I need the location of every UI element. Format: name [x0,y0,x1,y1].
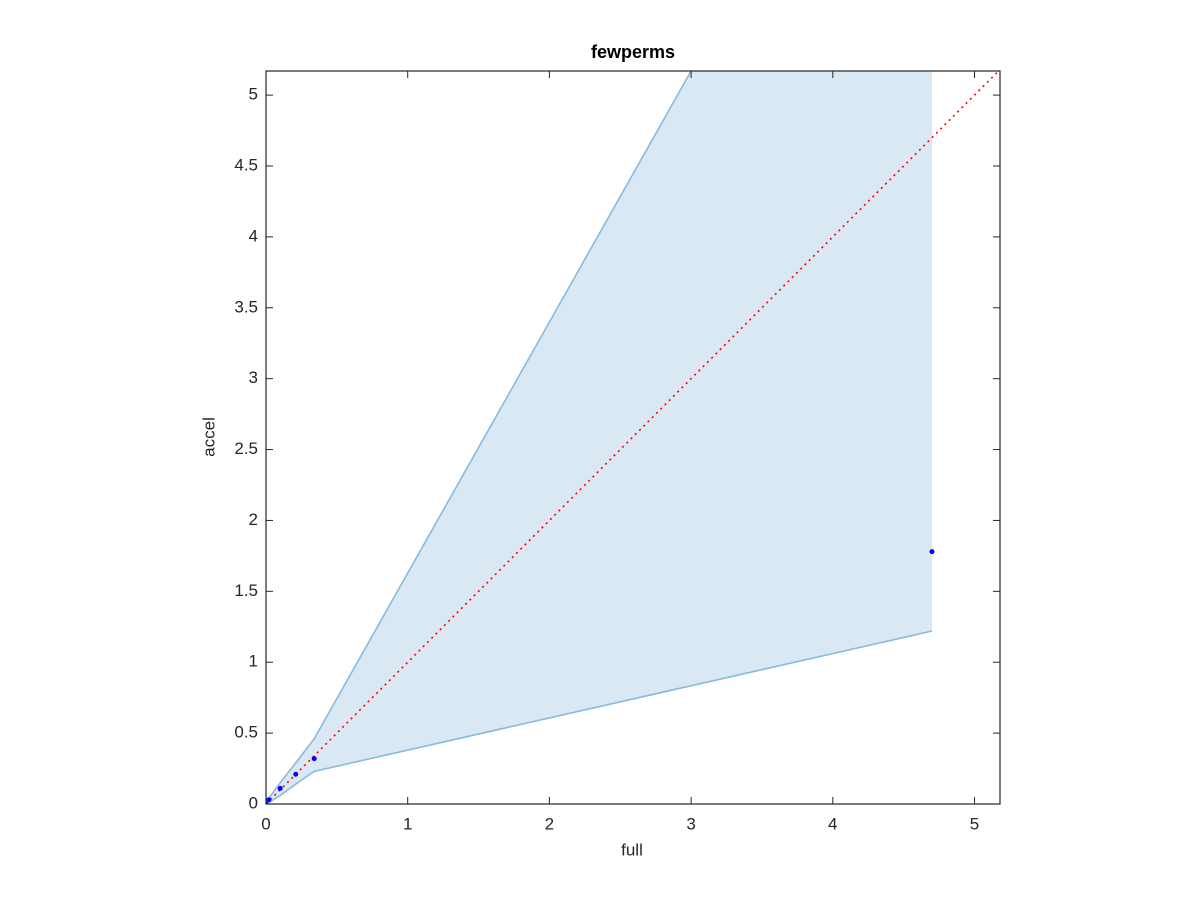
y-tick-label: 3.5 [234,297,258,316]
x-tick-label: 3 [686,814,695,833]
y-tick-label: 5 [249,85,258,104]
y-tick-label: 3 [249,368,258,387]
x-tick-label: 0 [261,814,270,833]
data-point [266,801,269,804]
y-tick-label: 2.5 [234,439,258,458]
data-point [929,549,935,555]
axes-box [265,70,1001,805]
y-tick-label: 4 [249,226,258,245]
data-point [266,797,272,803]
data-point [293,771,299,777]
y-axis-label: accel [199,417,218,457]
plot-area [266,71,1000,804]
band-edge [266,630,933,804]
data-point [277,785,283,791]
data-point [311,756,317,762]
reference-line [266,71,1000,804]
y-tick-label: 1.5 [234,581,258,600]
y-tick-label: 4.5 [234,155,258,174]
x-tick-label: 2 [545,814,554,833]
axes: 0 1 2 3 4 5 0 0.5 1 1.5 2 2.5 3 3.5 4 4.5 5 [234,70,1001,833]
x-tick-label: 5 [970,814,979,833]
x-tick-label: 1 [403,814,412,833]
confidence-band [266,71,932,804]
y-tick-label: 0 [249,793,258,812]
y-tick-label: 2 [249,510,258,529]
chart-title: fewperms [591,42,675,62]
x-tick-label: 4 [828,814,837,833]
x-axis-label: full [621,840,643,859]
y-tick-label: 1 [249,652,258,671]
y-tick-label: 0.5 [234,723,258,742]
